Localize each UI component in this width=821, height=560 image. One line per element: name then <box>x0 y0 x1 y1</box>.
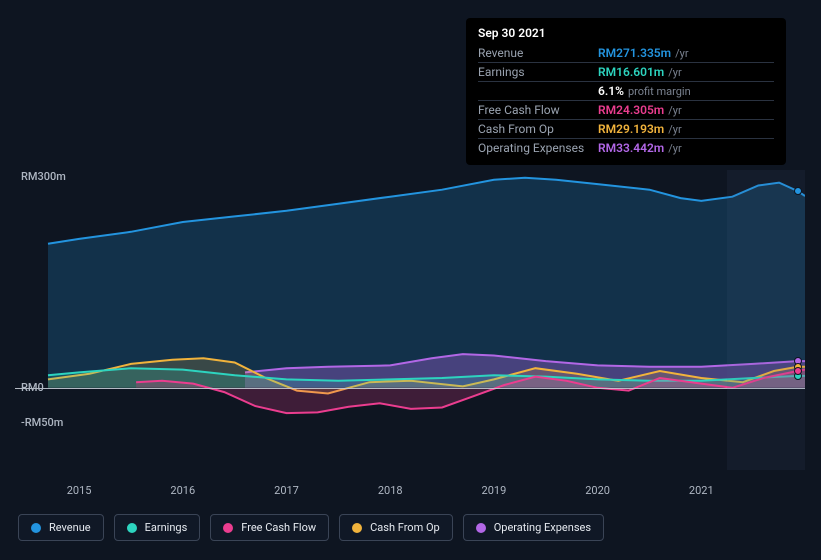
marker-revenue <box>794 187 802 195</box>
tooltip-unit: /yr <box>675 47 688 60</box>
tooltip-unit: /yr <box>668 104 681 117</box>
tooltip-value: RM29.193m <box>598 122 664 136</box>
tooltip-row: EarningsRM16.601m /yr <box>478 62 774 81</box>
y-axis-label: RM0 <box>21 381 44 394</box>
legend-label: Operating Expenses <box>494 521 591 534</box>
legend-item-cashop[interactable]: Cash From Op <box>339 514 453 541</box>
legend-item-fcf[interactable]: Free Cash Flow <box>210 514 329 541</box>
x-axis-label: 2015 <box>67 484 92 497</box>
tooltip-date: Sep 30 2021 <box>478 26 774 40</box>
tooltip-label: Revenue <box>478 46 598 60</box>
chart-tooltip: Sep 30 2021 RevenueRM271.335m /yrEarning… <box>466 18 786 165</box>
tooltip-label: Earnings <box>478 65 598 79</box>
x-axis-label: 2017 <box>274 484 299 497</box>
chart-plot-svg <box>15 150 805 480</box>
x-axis-label: 2019 <box>482 484 507 497</box>
x-axis-label: 2020 <box>585 484 610 497</box>
legend-item-earnings[interactable]: Earnings <box>114 514 201 541</box>
legend-swatch <box>127 523 137 533</box>
x-axis-label: 2021 <box>689 484 714 497</box>
tooltip-label: Free Cash Flow <box>478 103 598 117</box>
y-axis-label: RM300m <box>21 170 66 183</box>
tooltip-label: Cash From Op <box>478 122 598 136</box>
tooltip-row: 6.1% profit margin <box>478 81 774 100</box>
tooltip-row: Free Cash FlowRM24.305m /yr <box>478 100 774 119</box>
area-revenue <box>48 178 805 388</box>
legend-item-opex[interactable]: Operating Expenses <box>463 514 604 541</box>
legend-label: Revenue <box>49 521 91 534</box>
legend-swatch <box>352 523 362 533</box>
tooltip-unit: /yr <box>668 142 681 155</box>
marker-fcf <box>794 367 802 375</box>
tooltip-value: RM24.305m <box>598 103 664 117</box>
legend-label: Free Cash Flow <box>241 521 316 534</box>
legend-item-revenue[interactable]: Revenue <box>18 514 104 541</box>
tooltip-unit: /yr <box>668 66 681 79</box>
tooltip-row: Operating ExpensesRM33.442m /yr <box>478 138 774 157</box>
tooltip-unit: profit margin <box>628 85 691 98</box>
legend-swatch <box>223 523 233 533</box>
zero-baseline <box>15 388 805 389</box>
tooltip-value: 6.1% <box>598 84 624 98</box>
tooltip-unit: /yr <box>668 123 681 136</box>
x-axis-label: 2016 <box>170 484 195 497</box>
chart-legend: Revenue Earnings Free Cash Flow Cash From O… <box>18 514 604 541</box>
financials-chart[interactable]: RM300mRM0-RM50m2015201620172018201920202… <box>15 150 805 480</box>
tooltip-label: Operating Expenses <box>478 141 598 155</box>
legend-swatch <box>476 523 486 533</box>
x-axis-label: 2018 <box>378 484 403 497</box>
legend-swatch <box>31 523 41 533</box>
tooltip-row: RevenueRM271.335m /yr <box>478 44 774 62</box>
legend-label: Earnings <box>145 521 188 534</box>
hover-band <box>727 170 805 470</box>
legend-label: Cash From Op <box>370 521 440 534</box>
y-axis-label: -RM50m <box>21 416 63 429</box>
tooltip-value: RM33.442m <box>598 141 664 155</box>
tooltip-value: RM271.335m <box>598 46 671 60</box>
tooltip-value: RM16.601m <box>598 65 664 79</box>
tooltip-row: Cash From OpRM29.193m /yr <box>478 119 774 138</box>
